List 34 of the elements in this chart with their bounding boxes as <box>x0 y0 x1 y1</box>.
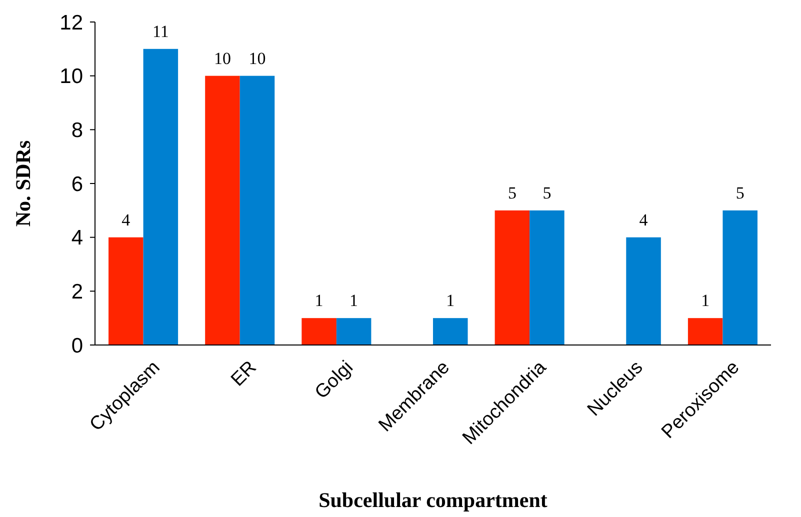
y-tick-label: 6 <box>71 172 83 196</box>
data-label: 10 <box>214 48 231 68</box>
data-label: 1 <box>446 291 455 310</box>
bar <box>108 237 144 345</box>
data-label: 4 <box>122 210 131 230</box>
data-label: 10 <box>248 48 266 68</box>
data-label: 1 <box>314 291 324 310</box>
bar <box>688 318 723 345</box>
bar <box>336 318 372 345</box>
bar <box>626 237 661 345</box>
y-axis-title: No. SDRs <box>11 140 35 227</box>
data-label: 5 <box>542 183 552 202</box>
bar <box>143 48 178 345</box>
bar <box>302 318 336 345</box>
y-tick-label: 4 <box>71 226 84 250</box>
bar <box>530 210 564 345</box>
data-label: 11 <box>152 22 169 41</box>
data-label: 1 <box>350 291 358 310</box>
bar <box>494 210 530 345</box>
data-label: 1 <box>701 291 710 310</box>
y-tick-label: 0 <box>71 334 83 358</box>
data-label: 5 <box>508 183 516 202</box>
y-tick-label: 2 <box>71 280 83 304</box>
data-label: 4 <box>639 210 648 230</box>
y-tick-label: 10 <box>60 65 83 88</box>
bar <box>722 210 758 345</box>
y-tick-label: 8 <box>71 119 83 142</box>
bar <box>205 76 240 345</box>
x-axis-title: Subcellular compartment <box>318 488 548 512</box>
y-tick-label: 12 <box>60 11 83 34</box>
bar <box>433 318 468 345</box>
bar <box>240 76 275 345</box>
x-tick-label: ER <box>227 357 261 391</box>
data-label: 5 <box>736 183 744 202</box>
